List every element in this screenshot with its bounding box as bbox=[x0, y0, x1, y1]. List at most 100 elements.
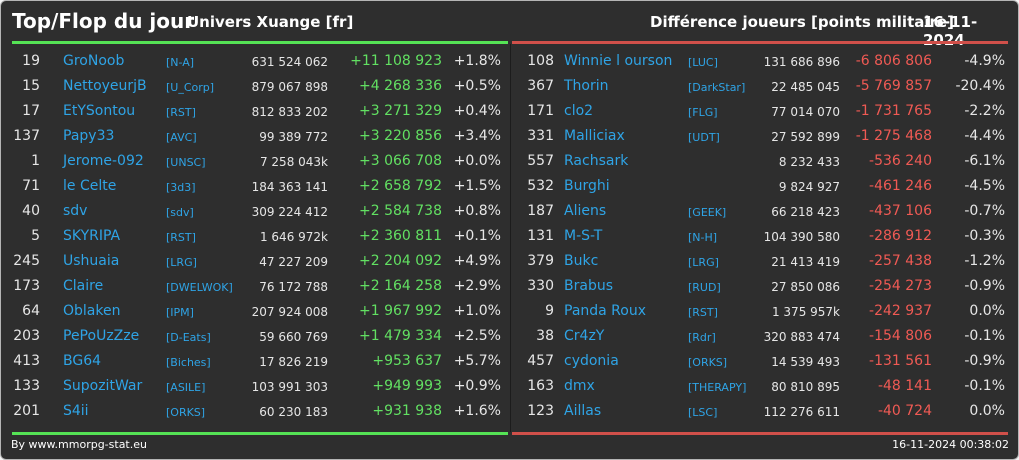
player-rank: 9 bbox=[545, 303, 554, 319]
points-delta: +2 164 258 bbox=[359, 278, 442, 294]
alliance-tag-link[interactable]: [LRG] bbox=[688, 256, 719, 269]
points-delta: +3 066 708 bbox=[359, 153, 442, 169]
player-name-link[interactable]: Claire bbox=[63, 278, 104, 294]
top-row: 64 Oblaken [IPM] 207 924 008 +1 967 992 +1.0% bbox=[1, 298, 511, 323]
player-points: 1 375 957k bbox=[771, 305, 840, 319]
percent-change: +2.9% bbox=[453, 278, 501, 294]
player-name-link[interactable]: Ushuaia bbox=[63, 253, 120, 269]
points-delta: +11 108 923 bbox=[350, 53, 442, 69]
points-delta: -1 731 765 bbox=[855, 103, 932, 119]
player-points: 76 172 788 bbox=[259, 280, 328, 294]
player-points: 207 924 008 bbox=[251, 305, 328, 319]
flop-row: 367 Thorin [DarkStar] 22 485 045 -5 769 857 -… bbox=[501, 73, 1011, 98]
alliance-tag-link[interactable]: [THERAPY] bbox=[688, 381, 747, 394]
player-points: 103 991 303 bbox=[251, 380, 328, 394]
percent-change: -4.9% bbox=[964, 53, 1005, 69]
percent-change: 0.0% bbox=[969, 403, 1005, 419]
player-name-link[interactable]: Thorin bbox=[564, 78, 609, 94]
alliance-tag-link[interactable]: [AVC] bbox=[166, 131, 197, 144]
top-row: 203 PePoUzZze [D-Eats] 59 660 769 +1 479 334… bbox=[1, 323, 511, 348]
player-rank: 201 bbox=[13, 403, 40, 419]
percent-change: -1.2% bbox=[964, 253, 1005, 269]
player-name-link[interactable]: Rachsark bbox=[564, 153, 629, 169]
player-name-link[interactable]: Panda Roux bbox=[564, 303, 647, 319]
top-row: 5 SKYRIPA [RST] 1 646 972k +2 360 811 +0.1% bbox=[1, 223, 511, 248]
player-name-link[interactable]: dmx bbox=[564, 378, 595, 394]
alliance-tag-link[interactable]: [LRG] bbox=[166, 256, 197, 269]
alliance-tag-link[interactable]: [DarkStar] bbox=[688, 81, 746, 94]
alliance-tag-link[interactable]: [RUD] bbox=[688, 281, 721, 294]
alliance-tag-link[interactable]: [FLG] bbox=[688, 106, 718, 119]
percent-change: -0.7% bbox=[964, 203, 1005, 219]
player-name-link[interactable]: SupozitWar bbox=[63, 378, 143, 394]
player-name-link[interactable]: SKYRIPA bbox=[63, 228, 121, 244]
player-name-link[interactable]: Oblaken bbox=[63, 303, 121, 319]
alliance-tag-link[interactable]: [DWELWOK] bbox=[166, 281, 233, 294]
alliance-tag-link[interactable]: [ORKS] bbox=[688, 356, 728, 369]
player-points: 879 067 898 bbox=[251, 80, 328, 94]
percent-change: -0.9% bbox=[964, 353, 1005, 369]
player-name-link[interactable]: Malliciax bbox=[564, 128, 625, 144]
player-name-link[interactable]: S4ii bbox=[63, 403, 89, 419]
player-name-link[interactable]: cydonia bbox=[564, 353, 619, 369]
alliance-tag-link[interactable]: [D-Eats] bbox=[166, 331, 211, 344]
alliance-tag-link[interactable]: [IPM] bbox=[166, 306, 194, 319]
flop-row: 532 Burghi 9 824 927 -461 246 -4.5% bbox=[501, 173, 1011, 198]
alliance-tag-link[interactable]: [Rdr] bbox=[688, 331, 716, 344]
player-name-link[interactable]: clo2 bbox=[564, 103, 594, 119]
player-name-link[interactable]: Aliens bbox=[564, 203, 607, 219]
page-title: Top/Flop du jour bbox=[12, 9, 195, 33]
top-row: 201 S4ii [ORKS] 60 230 183 +931 938 +1.6% bbox=[1, 398, 511, 423]
player-rank: 163 bbox=[527, 378, 554, 394]
alliance-tag-link[interactable]: [ASILE] bbox=[166, 381, 206, 394]
alliance-tag-link[interactable]: [RST] bbox=[166, 106, 196, 119]
alliance-tag-link[interactable]: [N-H] bbox=[688, 231, 718, 244]
player-name-link[interactable]: Cr4zY bbox=[564, 328, 605, 344]
player-name-link[interactable]: Burghi bbox=[564, 178, 610, 194]
player-name-link[interactable]: le Celte bbox=[63, 178, 117, 194]
player-name-link[interactable]: Jerome-092 bbox=[63, 153, 144, 169]
player-name-link[interactable]: PePoUzZze bbox=[63, 328, 140, 344]
player-name-link[interactable]: Bukc bbox=[564, 253, 599, 269]
alliance-tag-link[interactable]: [LSC] bbox=[688, 406, 718, 419]
player-rank: 19 bbox=[22, 53, 40, 69]
player-name-link[interactable]: NettoyeurjB bbox=[63, 78, 147, 94]
alliance-tag-link[interactable]: [UDT] bbox=[688, 131, 720, 144]
points-delta: +3 271 329 bbox=[359, 103, 442, 119]
alliance-tag-link[interactable]: [LUC] bbox=[688, 56, 718, 69]
alliance-tag-link[interactable]: [N-A] bbox=[166, 56, 195, 69]
percent-change: +1.6% bbox=[453, 403, 501, 419]
alliance-tag-link[interactable]: [UNSC] bbox=[166, 156, 206, 169]
alliance-tag-link[interactable]: [RST] bbox=[688, 306, 718, 319]
player-name-link[interactable]: GroNoob bbox=[63, 53, 125, 69]
flop-row: 123 Aillas [LSC] 112 276 611 -40 724 0.0% bbox=[501, 398, 1011, 423]
player-points: 17 826 219 bbox=[259, 355, 328, 369]
player-name-link[interactable]: Papy33 bbox=[63, 128, 115, 144]
player-name-link[interactable]: Winnie l ourson bbox=[564, 53, 673, 69]
percent-change: +0.1% bbox=[453, 228, 501, 244]
points-delta: +953 637 bbox=[372, 353, 442, 369]
player-rank: 171 bbox=[527, 103, 554, 119]
player-rank: 5 bbox=[31, 228, 40, 244]
player-rank: 532 bbox=[527, 178, 554, 194]
alliance-tag-link[interactable]: [Biches] bbox=[166, 356, 211, 369]
player-name-link[interactable]: M-S-T bbox=[564, 228, 603, 244]
percent-change: +4.9% bbox=[453, 253, 501, 269]
top-row: 15 NettoyeurjB [U_Corp] 879 067 898 +4 268 3… bbox=[1, 73, 511, 98]
alliance-tag-link[interactable]: [ORKS] bbox=[166, 406, 206, 419]
alliance-tag-link[interactable]: [GEEK] bbox=[688, 206, 727, 219]
alliance-tag-link[interactable]: [U_Corp] bbox=[166, 81, 215, 94]
player-points: 112 276 611 bbox=[763, 405, 840, 419]
alliance-tag-link[interactable]: [sdv] bbox=[166, 206, 194, 219]
flop-row: 457 cydonia [ORKS] 14 539 493 -131 561 -0.9% bbox=[501, 348, 1011, 373]
player-name-link[interactable]: sdv bbox=[63, 203, 88, 219]
player-name-link[interactable]: Aillas bbox=[564, 403, 602, 419]
player-name-link[interactable]: BG64 bbox=[63, 353, 102, 369]
alliance-tag-link[interactable]: [RST] bbox=[166, 231, 196, 244]
player-rank: 379 bbox=[527, 253, 554, 269]
player-name-link[interactable]: EtYSontou bbox=[63, 103, 136, 119]
alliance-tag-link[interactable]: [3d3] bbox=[166, 181, 196, 194]
player-rank: 203 bbox=[13, 328, 40, 344]
points-delta: -6 806 806 bbox=[855, 53, 932, 69]
player-name-link[interactable]: Brabus bbox=[564, 278, 613, 294]
